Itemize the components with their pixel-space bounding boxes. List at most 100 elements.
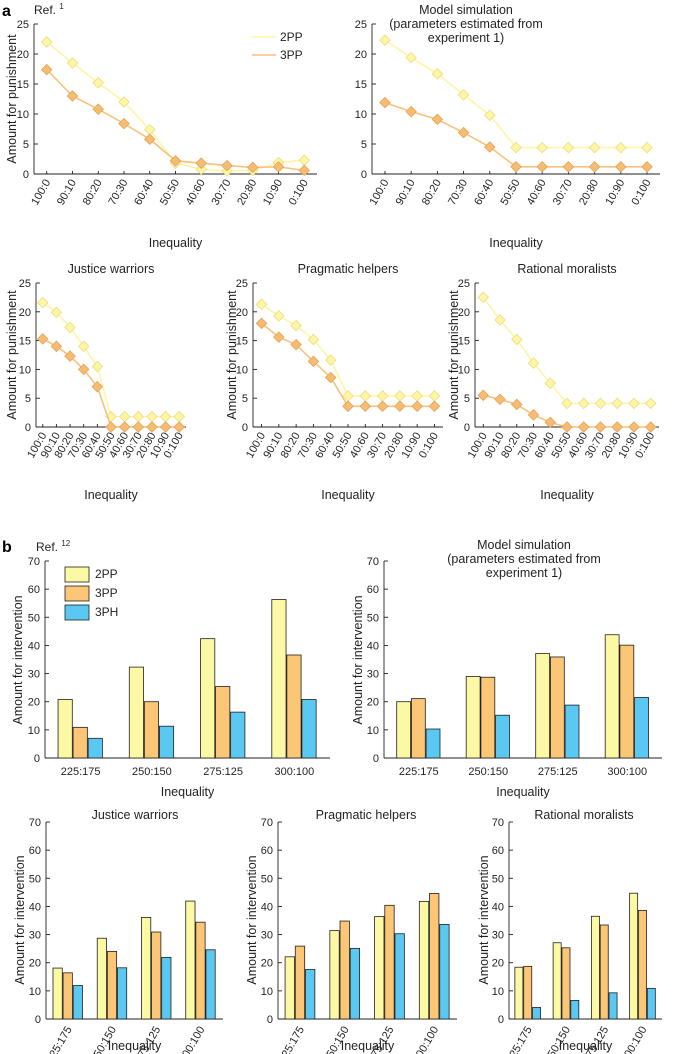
bar-3pp (619, 644, 635, 759)
y-axis-label: Amount for intervention (477, 855, 491, 984)
bar-2pp (96, 937, 107, 1020)
data-point-3pp (105, 421, 117, 433)
chart-title-line: (parameters estimated from (447, 552, 601, 566)
y-tick-label: 70 (492, 817, 504, 829)
y-tick-label: 50 (492, 873, 504, 885)
y-tick-label: 40 (367, 640, 379, 652)
data-point-3pp (411, 400, 423, 413)
legend-label-2pp: 2PP (95, 567, 118, 581)
data-point-2pp (298, 154, 311, 166)
x-tick-label: 0:100 (629, 178, 653, 208)
data-point-3pp (615, 161, 627, 173)
y-tick-label: 0 (464, 422, 470, 434)
bar-3ph (87, 737, 103, 759)
data-point-2pp (91, 360, 104, 373)
data-point-2pp (641, 141, 653, 154)
x-tick-label: 40:60 (525, 178, 549, 208)
y-tick-label: 10 (17, 109, 29, 121)
data-point-3pp (561, 421, 573, 433)
data-point-3pp (588, 161, 601, 173)
y-tick-label: 25 (17, 19, 29, 31)
data-point-3pp (146, 421, 158, 433)
data-point-2pp (290, 319, 302, 332)
x-tick-label: 300:100 (274, 766, 314, 778)
y-tick-label: 0 (361, 169, 367, 181)
data-point-2pp (66, 57, 79, 69)
y-tick-label: 70 (29, 817, 41, 829)
chart-b-ref: 0 10 20 30 40 50 60 70 225:175 250:150 275:125 300:… (11, 539, 330, 799)
legend-swatch-2pp (64, 566, 90, 583)
x-tick-label: 225:175 (277, 1025, 307, 1054)
data-point-2pp (477, 291, 490, 304)
bar-3pp (143, 701, 160, 759)
bar-3pp (523, 965, 533, 1020)
y-axis-label: Amount for punishment (447, 290, 461, 420)
data-point-3pp (511, 398, 523, 411)
x-tick-label: 10:90 (261, 178, 285, 208)
data-point-3pp (50, 340, 63, 353)
data-point-3pp (324, 371, 337, 384)
x-tick-label: 50:50 (158, 178, 182, 208)
data-point-2pp (411, 390, 423, 402)
bar-2pp (604, 634, 620, 759)
bar-2pp (128, 666, 144, 759)
data-point-3pp (159, 421, 172, 433)
y-tick-label: 25 (355, 19, 367, 31)
x-tick-label: 60:40 (132, 178, 156, 208)
bar-3pp (384, 904, 395, 1020)
data-point-3pp (562, 161, 575, 173)
x-axis-label: Inequality (496, 785, 550, 799)
chart-title-line: Pragmatic helpers (316, 808, 417, 822)
data-point-3pp (457, 126, 470, 139)
data-point-2pp (64, 321, 76, 334)
bar-3pp (215, 686, 231, 759)
y-tick-label: 40 (29, 901, 41, 913)
bar-3ph (564, 704, 580, 759)
x-axis-label: Inequality (84, 488, 138, 502)
data-point-3pp (342, 400, 354, 413)
y-tick-label: 50 (29, 873, 41, 885)
x-tick-label: 225:175 (504, 1025, 534, 1054)
bar-2pp (200, 638, 216, 759)
y-tick-label: 0 (242, 422, 248, 434)
y-tick-label: 20 (236, 307, 248, 319)
y-axis-label: Amount for punishment (5, 290, 19, 420)
y-axis-label: Amount for intervention (351, 595, 365, 724)
chart-a-rational: 0510152025100:090:1080:2070:3060:4050:50… (447, 262, 659, 502)
y-tick-label: 70 (28, 556, 40, 568)
y-tick-label: 20 (19, 307, 31, 319)
series-line-3pp (384, 101, 648, 168)
y-tick-label: 5 (464, 393, 470, 405)
data-point-3pp (273, 331, 285, 343)
y-tick-label: 50 (367, 612, 379, 624)
y-tick-label: 10 (236, 364, 248, 376)
bar-3ph (230, 711, 246, 759)
x-tick-label: 225:175 (61, 766, 101, 778)
data-point-2pp (40, 36, 53, 48)
x-tick-label: 90:10 (55, 178, 79, 208)
y-tick-label: 70 (367, 556, 379, 568)
bar-3pp (294, 945, 306, 1020)
bar-3pp (480, 676, 496, 759)
data-point-3pp (40, 63, 53, 76)
bar-3ph (394, 933, 405, 1020)
x-tick-label: 70:30 (446, 178, 470, 208)
data-point-2pp (255, 298, 268, 311)
series-line-2pp (46, 41, 305, 172)
bar-2pp (271, 599, 287, 759)
chart-title-line: experiment 1) (486, 566, 562, 580)
chart-title-line: Rational moralists (517, 262, 616, 276)
series-line-2pp (384, 39, 648, 149)
data-point-3pp (91, 380, 104, 393)
y-tick-label: 60 (29, 845, 41, 857)
bar-3ph (205, 949, 216, 1020)
data-point-2pp (376, 390, 389, 402)
data-point-3pp (169, 155, 182, 167)
data-point-3pp (255, 317, 268, 330)
data-point-2pp (118, 96, 130, 108)
data-point-2pp (594, 397, 607, 410)
data-point-3pp (544, 416, 557, 429)
chart-title-line: Model simulation (477, 538, 571, 552)
